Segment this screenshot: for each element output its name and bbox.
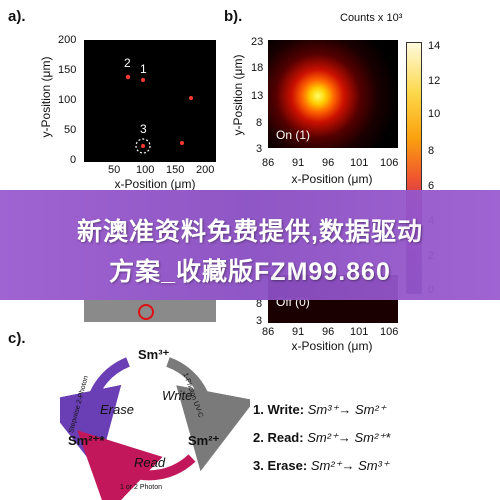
spot-label-3: 3 xyxy=(140,122,147,136)
spot-low xyxy=(180,141,184,145)
spot-label-1: 1 xyxy=(140,62,147,76)
step-write-name: 1. Write: xyxy=(253,402,305,417)
step-write-eq: Sm³⁺→ Sm²⁺ xyxy=(307,402,386,417)
b-ytick-3: 3 xyxy=(256,143,263,155)
b-ytick-13: 13 xyxy=(251,90,264,102)
step-read-eq: Sm²⁺→ Sm²⁺* xyxy=(307,430,391,445)
arc-label-read: 1 or 2 Photon xyxy=(120,484,163,491)
b-ytick-18: 18 xyxy=(251,62,264,74)
b-top-ylabel: y-Position (μm) xyxy=(231,54,245,136)
a-xtick-100: 100 xyxy=(136,164,155,176)
photocycle-diagram xyxy=(60,357,250,500)
a-ylabel: y-Position (μm) xyxy=(39,56,53,138)
a-xtick-200: 200 xyxy=(196,164,215,176)
cycle-read: Read xyxy=(134,455,166,470)
spot-1 xyxy=(141,78,145,82)
a-ytick-0: 0 xyxy=(70,154,77,166)
panel-c-label: c). xyxy=(8,330,26,347)
spot-label-2: 2 xyxy=(124,56,131,70)
cb-tick-8: 8 xyxy=(428,145,435,157)
b2-xtick-96: 96 xyxy=(322,326,335,338)
cb-tick-6: 6 xyxy=(428,180,435,192)
cycle-write: Write xyxy=(162,388,193,403)
b-bottom-xlabel: x-Position (μm) xyxy=(291,339,373,353)
step-erase-name: 3. Erase: xyxy=(253,458,308,473)
write-arrow xyxy=(166,357,250,472)
overlay-banner: 新澳准资料免费提供,数据驱动 方案_收藏版FZM99.860 xyxy=(0,190,500,300)
cycle-erase: Erase xyxy=(100,402,134,417)
colorbar-title: Counts x 10³ xyxy=(340,12,403,24)
spot-3-ring xyxy=(135,138,151,154)
panel-a-map: 2 1 3 xyxy=(84,40,216,162)
b2-ytick-8: 8 xyxy=(256,298,263,310)
a-xtick-150: 150 xyxy=(166,164,185,176)
sem-image-strip xyxy=(84,300,216,322)
b-xtick-106: 106 xyxy=(380,157,399,169)
cycle-sm2: Sm²⁺ xyxy=(188,433,220,448)
b2-xtick-101: 101 xyxy=(350,326,369,338)
b-top-state: On (1) xyxy=(276,128,311,142)
a-ytick-150: 150 xyxy=(58,64,77,76)
panel-b-top-map: On (1) xyxy=(268,40,398,148)
erase-arrow xyxy=(60,357,130,472)
b2-xtick-86: 86 xyxy=(262,326,275,338)
cb-tick-10: 10 xyxy=(428,108,441,120)
panel-a-spots xyxy=(125,74,193,154)
cycle-sm3: Sm³⁺ xyxy=(138,347,170,362)
b-xtick-91: 91 xyxy=(292,157,305,169)
b-ytick-23: 23 xyxy=(251,36,264,48)
step-erase-eq: Sm²⁺→ Sm³⁺ xyxy=(310,458,389,473)
spot-right xyxy=(189,96,193,100)
b-xtick-96: 96 xyxy=(322,157,335,169)
a-xlabel: x-Position (μm) xyxy=(114,177,196,191)
read-arrow xyxy=(77,430,196,500)
step-write: 1. Write: Sm³⁺→ Sm²⁺ xyxy=(253,402,386,418)
cycle-sm2star: Sm²⁺* xyxy=(68,433,105,448)
b-top-xlabel: x-Position (μm) xyxy=(291,172,373,186)
a-ytick-100: 100 xyxy=(58,94,77,106)
step-read-name: 2. Read: xyxy=(253,430,304,445)
b2-ytick-3: 3 xyxy=(256,315,263,327)
b-xtick-101: 101 xyxy=(350,157,369,169)
a-xtick-50: 50 xyxy=(108,164,121,176)
spot-2 xyxy=(125,74,131,80)
overlay-line-1: 新澳准资料免费提供,数据驱动 xyxy=(77,218,423,246)
panel-a-label: a). xyxy=(8,8,26,25)
b-ytick-8: 8 xyxy=(256,117,263,129)
cb-tick-14: 14 xyxy=(428,40,441,52)
panel-b-label: b). xyxy=(224,8,243,25)
sem-marker-circle xyxy=(138,304,154,320)
a-ytick-50: 50 xyxy=(64,124,77,136)
a-ytick-200: 200 xyxy=(58,34,77,46)
overlay-line-2: 方案_收藏版FZM99.860 xyxy=(109,258,391,286)
step-read: 2. Read: Sm²⁺→ Sm²⁺* xyxy=(253,430,390,446)
b-xtick-86: 86 xyxy=(262,157,275,169)
b2-xtick-91: 91 xyxy=(292,326,305,338)
step-erase: 3. Erase: Sm²⁺→ Sm³⁺ xyxy=(253,458,389,474)
b2-xtick-106: 106 xyxy=(380,326,399,338)
cb-tick-12: 12 xyxy=(428,75,441,87)
spot-3 xyxy=(141,144,145,148)
